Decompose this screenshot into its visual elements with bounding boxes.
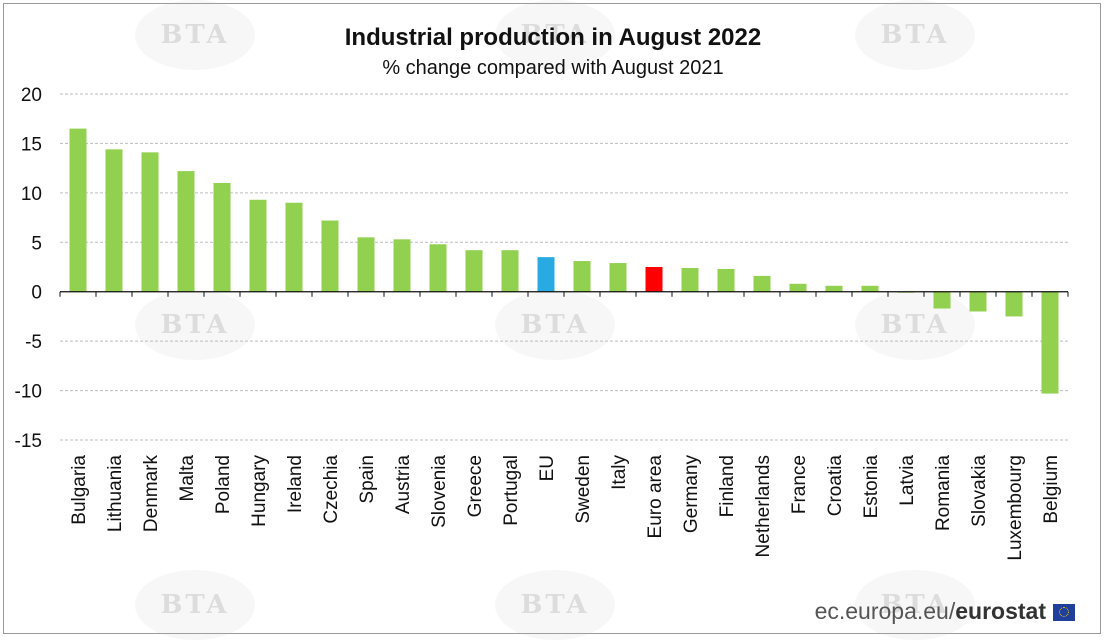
x-tick-label: Luxembourg xyxy=(1005,455,1026,561)
bar xyxy=(429,244,447,292)
y-tick-label: 15 xyxy=(21,134,42,155)
bar xyxy=(861,285,879,292)
y-tick-label: -5 xyxy=(25,332,42,353)
x-tick-label: Portugal xyxy=(501,455,522,526)
x-tick-label: Denmark xyxy=(141,455,162,533)
bar xyxy=(969,291,987,312)
watermark: BTA xyxy=(135,0,255,70)
x-tick-label: Slovakia xyxy=(969,455,990,527)
y-tick-label: 20 xyxy=(21,85,42,106)
watermark: BTA xyxy=(495,570,615,640)
x-tick-label: Czechia xyxy=(321,455,342,524)
watermark: BTA xyxy=(855,570,975,640)
x-tick-label: Euro area xyxy=(645,455,666,539)
x-tick-label: Italy xyxy=(609,455,630,490)
x-tick-label: Germany xyxy=(681,455,702,534)
bar xyxy=(753,275,771,292)
bar xyxy=(825,285,843,292)
y-tick-label: 10 xyxy=(21,184,42,205)
x-tick-label: EU xyxy=(537,455,558,481)
x-tick-label: Poland xyxy=(213,455,234,514)
eu-flag-icon xyxy=(1053,604,1075,621)
watermark: BTA xyxy=(855,0,975,70)
bar xyxy=(609,263,627,292)
chart-title: Industrial production in August 2022 xyxy=(344,24,762,51)
source-prefix: ec.europa.eu/ xyxy=(814,598,956,624)
bar xyxy=(681,267,699,292)
bar xyxy=(69,128,87,292)
watermark: BTA xyxy=(495,290,615,360)
x-tick-label: France xyxy=(789,455,810,514)
watermark: BTA xyxy=(855,290,975,360)
x-tick-label: Hungary xyxy=(249,455,270,527)
chart-subtitle: % change compared with August 2021 xyxy=(382,57,724,79)
bar xyxy=(789,283,807,292)
y-tick-label: 0 xyxy=(31,283,42,304)
watermark: BTA xyxy=(135,570,255,640)
watermark: BTA xyxy=(135,290,255,360)
bar xyxy=(645,267,663,292)
x-tick-label: Malta xyxy=(177,455,198,502)
bar xyxy=(105,149,123,292)
watermark: BTA xyxy=(495,0,615,70)
y-tick-label: 5 xyxy=(31,233,42,254)
bar xyxy=(717,268,735,292)
x-tick-label: Croatia xyxy=(825,455,846,517)
x-tick-label: Netherlands xyxy=(753,455,774,557)
x-tick-label: Estonia xyxy=(861,455,882,519)
chart-frame xyxy=(3,3,1101,634)
bar xyxy=(177,171,195,292)
bar xyxy=(321,220,339,292)
bar xyxy=(1041,291,1059,394)
x-tick-label: Slovenia xyxy=(429,455,450,528)
x-tick-label: Latvia xyxy=(897,455,918,506)
x-tick-label: Spain xyxy=(357,455,378,504)
bar xyxy=(285,202,303,292)
source-credit[interactable]: ec.europa.eu/eurostat xyxy=(815,598,1072,625)
x-tick-label: Greece xyxy=(465,455,486,517)
x-tick-label: Belgium xyxy=(1041,455,1062,524)
bar xyxy=(465,250,483,292)
x-tick-label: Austria xyxy=(393,455,414,515)
bar xyxy=(537,257,555,292)
bar xyxy=(573,261,591,292)
x-tick-label: Romania xyxy=(933,455,954,531)
bar xyxy=(249,199,267,292)
y-tick-label: -10 xyxy=(15,382,42,403)
bar xyxy=(393,239,411,292)
x-tick-label: Bulgaria xyxy=(69,455,90,525)
x-tick-label: Lithuania xyxy=(105,455,126,533)
source-brand: eurostat xyxy=(955,598,1046,624)
y-tick-label: -15 xyxy=(15,431,42,452)
bar xyxy=(1005,291,1023,317)
bar xyxy=(933,291,951,309)
bar xyxy=(213,182,231,292)
x-tick-label: Ireland xyxy=(285,455,306,513)
x-tick-label: Finland xyxy=(717,455,738,517)
x-tick-label: Sweden xyxy=(573,455,594,524)
bar xyxy=(141,152,159,292)
bar xyxy=(357,237,375,292)
bar xyxy=(501,250,519,292)
